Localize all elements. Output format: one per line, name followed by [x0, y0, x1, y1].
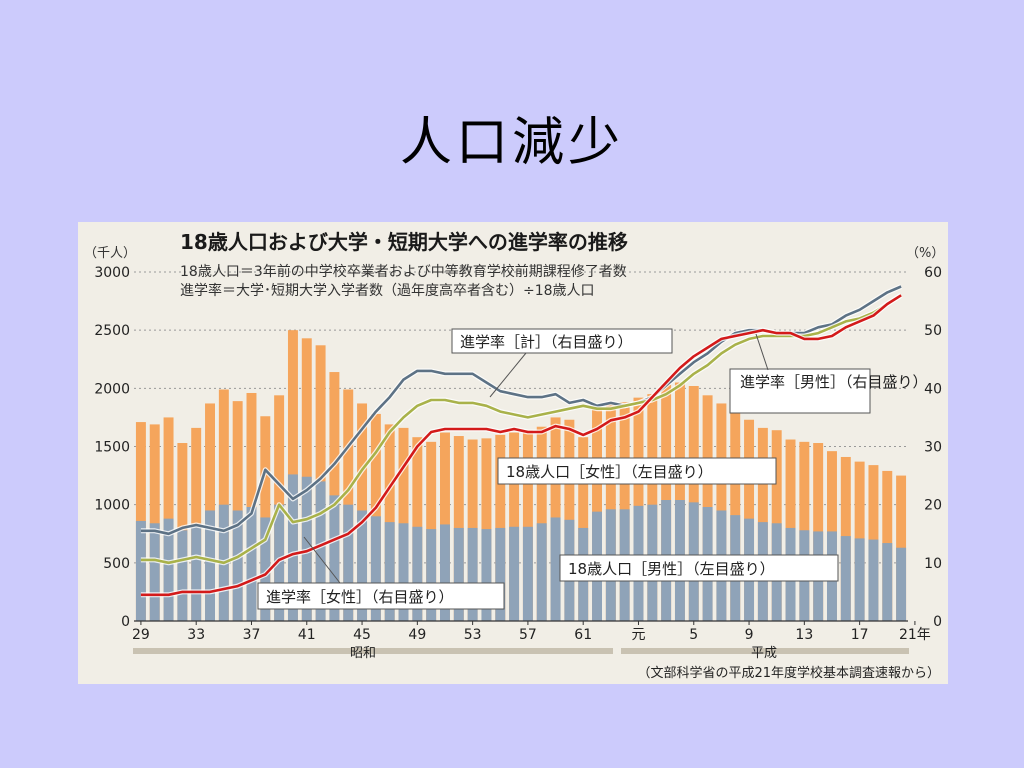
- x-tick-label: 61: [574, 627, 592, 643]
- bar-male: [398, 523, 409, 621]
- lines: [140, 284, 903, 598]
- annotation-box-rate-female: [257, 582, 505, 610]
- annotation-rate-total: 進学率［計］（右目盛り）: [460, 333, 633, 351]
- bar-male: [882, 543, 893, 621]
- bar-male: [854, 538, 865, 621]
- bar-male: [509, 526, 520, 621]
- y-left-tick-label: 1000: [94, 498, 130, 514]
- annotation-leader-rate-total: [489, 352, 527, 398]
- bar-male: [467, 527, 478, 621]
- bar-male: [177, 530, 188, 621]
- annotation-rate-male: 進学率［男性］（右目盛り）: [740, 373, 928, 391]
- bar-male: [135, 520, 146, 621]
- y-right-tick-label: 50: [924, 323, 942, 339]
- bar-male: [384, 522, 395, 621]
- x-tick-label: 5: [689, 627, 698, 643]
- bar-male: [840, 536, 851, 621]
- x-tick-label: 17: [851, 627, 869, 643]
- annotation-leader-rate-female: [303, 536, 341, 584]
- bar-male: [412, 526, 423, 621]
- y-left-tick-label: 500: [103, 556, 130, 572]
- annotation-leader-rate-male: [755, 333, 769, 371]
- era-band-showa: [133, 648, 613, 654]
- y-right-tick-label: 0: [933, 614, 942, 630]
- annotation-box-pop-female: [497, 457, 777, 485]
- bar-male: [149, 523, 160, 621]
- bar-male: [536, 523, 547, 621]
- x-tick-label: 29: [132, 627, 150, 643]
- annotation-box-rate-male: [729, 368, 871, 414]
- bar-male: [522, 526, 533, 621]
- annotation-box-rate-total: [451, 328, 673, 354]
- bar-male: [440, 524, 450, 621]
- x-tick-label: 9: [745, 627, 754, 643]
- annotation-pop-female: 18歳人口［女性］（左目盛り）: [506, 463, 713, 481]
- chart: 0 500 1000 1500 2000 2500 3000 0 10 20 30 40 50 60 29 3…: [84, 230, 944, 681]
- bar-male: [550, 517, 561, 621]
- x-tick-label: 21年: [899, 627, 931, 643]
- x-tick-label: 49: [408, 627, 426, 643]
- bar-male: [481, 529, 492, 621]
- y-left-tick-label: 2000: [94, 381, 130, 397]
- chart-title: 18歳人口および大学・短期大学への進学率の推移: [180, 230, 628, 254]
- y-right-tick-label: 30: [924, 440, 942, 456]
- bar-male: [287, 474, 298, 621]
- line-rate-male: [140, 294, 902, 565]
- right-axis-unit: （%）: [906, 246, 944, 261]
- x-tick-label: 13: [795, 627, 813, 643]
- y-left-tick-label: 0: [121, 614, 130, 630]
- bar-male: [453, 527, 464, 621]
- definition-shingakuritsu: 進学率＝大学･短期大学入学者数（過年度高卒者含む）÷18歳人口: [180, 282, 595, 299]
- y-right-tick-label: 10: [924, 556, 942, 572]
- x-tick-label: 41: [298, 627, 316, 643]
- bar-male: [896, 547, 907, 621]
- y-right-tick-label: 60: [924, 265, 942, 281]
- x-tick-label: 53: [464, 627, 482, 643]
- bar-male: [426, 529, 437, 621]
- era-label-showa: 昭和: [350, 646, 376, 661]
- x-tick-label: 37: [243, 627, 261, 643]
- annotation-pop-male: 18歳人口［男性］（左目盛り）: [568, 560, 775, 578]
- bar-male: [232, 510, 243, 621]
- annotation-box-pop-male: [559, 554, 839, 582]
- x-tick-label: 33: [187, 627, 205, 643]
- bar-male: [868, 539, 879, 621]
- bar-male: [205, 510, 215, 621]
- slide-title: 人口減少: [399, 113, 624, 173]
- bar-male: [163, 518, 174, 621]
- y-right-tick-label: 20: [924, 498, 942, 514]
- x-tick-label: 45: [353, 627, 371, 643]
- bar-female: [149, 424, 160, 621]
- bar-male: [343, 504, 354, 621]
- bar-female: [522, 430, 533, 621]
- bar-male: [357, 510, 368, 621]
- definition-18sai: 18歳人口＝3年前の中学校卒業者および中等教育学校前期課程修了者数: [180, 263, 627, 280]
- bar-male: [246, 506, 257, 621]
- bar-male: [370, 516, 381, 621]
- era-band-heisei: [621, 648, 909, 654]
- x-tick-label: 元: [631, 627, 645, 643]
- bar-male: [329, 495, 340, 621]
- bar-male: [495, 527, 506, 621]
- source-note: （文部科学省の平成21年度学校基本調査速報から）: [637, 665, 940, 681]
- y-left-tick-label: 1500: [94, 440, 130, 456]
- line-rate-female: [140, 294, 902, 597]
- chart-panel: 0 500 1000 1500 2000 2500 3000 0 10 20 30 40 50 60 29 3…: [78, 222, 948, 684]
- bar-male: [315, 481, 326, 621]
- bar-male: [260, 517, 271, 621]
- y-right-tick-label: 40: [924, 381, 942, 397]
- x-tick-label: 57: [519, 627, 537, 643]
- bar-male: [191, 524, 202, 621]
- annotation-rate-female: 進学率［女性］（右目盛り）: [266, 588, 454, 606]
- y-left-tick-label: 2500: [94, 323, 130, 339]
- axes: 0 500 1000 1500 2000 2500 3000 0 10 20 30 40 50 60 29 3…: [94, 265, 942, 643]
- y-left-tick-label: 3000: [94, 265, 130, 281]
- left-axis-unit: （千人）: [84, 246, 136, 261]
- era-label-heisei: 平成: [751, 646, 777, 661]
